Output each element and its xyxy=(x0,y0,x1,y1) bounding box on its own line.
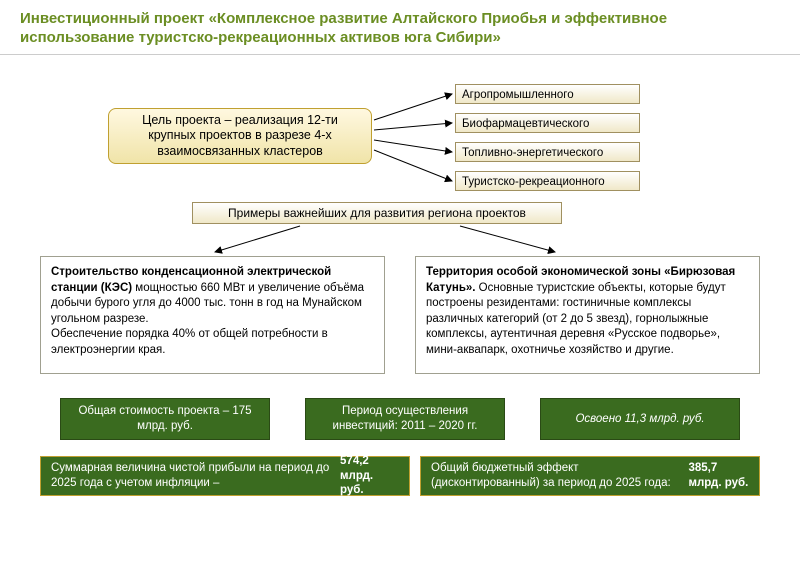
project-katun: Территория особой экономической зоны «Би… xyxy=(415,256,760,374)
summary-done: Освоено 11,3 млрд. руб. xyxy=(540,398,740,440)
page-title: Инвестиционный проект «Комплексное разви… xyxy=(0,0,800,55)
cluster-energy: Топливно-энергетического xyxy=(455,142,640,162)
cluster-agro: Агропромышленного xyxy=(455,84,640,104)
cluster-tourism: Туристско-рекреационного xyxy=(455,171,640,191)
summary-profit: Суммарная величина чистой прибыли на пер… xyxy=(40,456,410,496)
summary-cost: Общая стоимость проекта – 175 млрд. руб. xyxy=(60,398,270,440)
examples-header-box: Примеры важнейших для развития региона п… xyxy=(192,202,562,224)
summary-period: Период осуществления инвестиций: 2011 – … xyxy=(305,398,505,440)
goal-box: Цель проекта – реализация 12-ти крупных … xyxy=(108,108,372,164)
project-kes: Строительство конденсационной электричес… xyxy=(40,256,385,374)
cluster-biopharm: Биофармацевтического xyxy=(455,113,640,133)
summary-budget: Общий бюджетный эффект (дисконтированный… xyxy=(420,456,760,496)
